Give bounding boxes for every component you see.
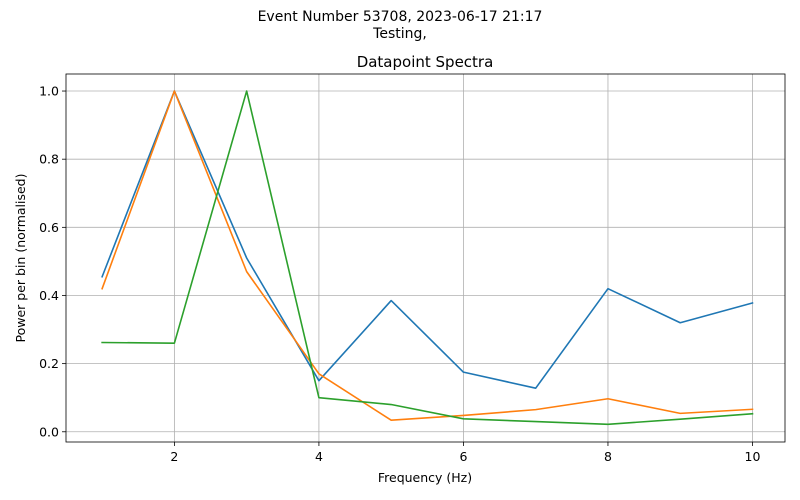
y-tick-label: 0.6: [39, 220, 59, 235]
x-axis-label: Frequency (Hz): [378, 470, 472, 485]
tick-layer: 2 4 6 8 10 0.0 0.2 0.4 0.6 0.8 1.0: [39, 84, 760, 464]
series-layer: [101, 90, 754, 426]
y-tick-label: 0.0: [39, 424, 59, 439]
y-axis-label: Power per bin (normalised): [13, 174, 28, 343]
y-tick-label: 0.8: [39, 152, 59, 167]
plot-frame: [65, 73, 786, 443]
series-line-2: [101, 90, 754, 421]
y-tick-label: 1.0: [39, 84, 59, 99]
grid-layer: [66, 74, 785, 442]
y-tick-label: 0.2: [39, 356, 59, 371]
chart-title: Datapoint Spectra: [357, 53, 494, 71]
x-tick-label: 4: [315, 449, 323, 464]
x-tick-label: 10: [745, 449, 761, 464]
series-line-1: [101, 90, 754, 389]
x-tick-label: 6: [459, 449, 467, 464]
figure-suptitle-line1: Event Number 53708, 2023-06-17 21:17: [258, 9, 543, 25]
y-tick-label: 0.4: [39, 288, 59, 303]
x-tick-label: 8: [604, 449, 612, 464]
x-tick-label: 2: [170, 449, 178, 464]
series-line-3: [101, 90, 754, 426]
figure-suptitle-line2: Testing,: [372, 26, 427, 42]
